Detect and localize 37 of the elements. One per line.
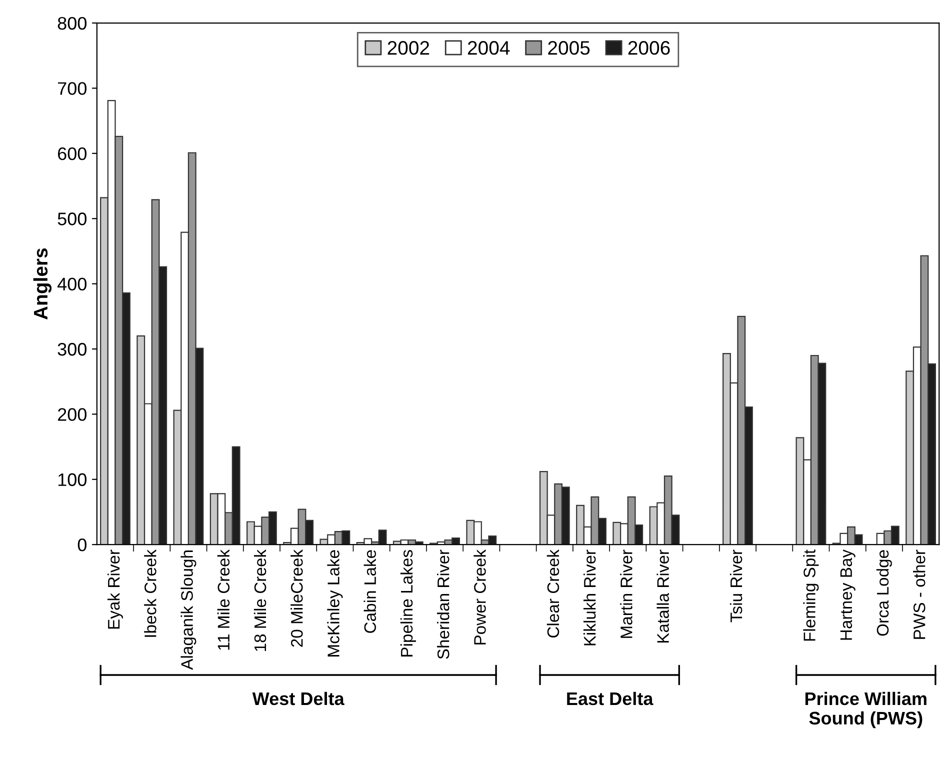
x-tick-label: Alaganik Slough bbox=[180, 550, 196, 670]
x-tick-label: 18 Mile Creek bbox=[254, 549, 266, 651]
legend-label: 2005 bbox=[548, 41, 590, 55]
x-tick-label: Fleming Spit bbox=[803, 550, 819, 641]
x-tick-label: PWS - other bbox=[913, 550, 926, 639]
x-tick-label: Eyak River bbox=[107, 550, 123, 629]
legend-label: 2004 bbox=[468, 41, 510, 55]
x-tick-label: Sheridan River bbox=[437, 550, 450, 659]
x-tick-label: 20 MileCreek bbox=[290, 549, 303, 647]
y-tick-label: 100 bbox=[58, 473, 86, 486]
x-tick-label: Orca Lodge bbox=[876, 550, 892, 636]
x-tick-label: Tsiu River bbox=[730, 550, 742, 622]
legend-label: 2002 bbox=[388, 41, 430, 55]
y-tick-label: 500 bbox=[58, 212, 86, 226]
y-tick-label: 800 bbox=[58, 16, 86, 30]
x-tick-label: Hartney Bay bbox=[840, 549, 856, 640]
y-tick-label: 700 bbox=[58, 82, 86, 95]
y-axis-title: Anglers bbox=[33, 248, 52, 320]
y-tick-label: 0 bbox=[78, 538, 86, 552]
x-tick-label: Power Creek bbox=[474, 549, 486, 644]
x-tick-label: Pipeline Lakes bbox=[400, 550, 416, 656]
text: West Delta bbox=[252, 692, 344, 706]
y-tick-label: 600 bbox=[58, 147, 86, 160]
text: Prince William Sound (PWS) bbox=[805, 692, 926, 728]
text: East Delta bbox=[567, 692, 654, 706]
x-tick-label: 11 Mile Creek bbox=[217, 549, 230, 650]
x-tick-label: Katalla River bbox=[656, 550, 669, 643]
x-tick-label: Martin River bbox=[620, 550, 632, 638]
x-tick-label: Ibeck Creek bbox=[144, 549, 156, 637]
x-tick-label: Clear Creek bbox=[546, 549, 560, 638]
x-tick-label: Kiklukh River bbox=[583, 550, 596, 646]
x-tick-label: McKinley Lake bbox=[327, 550, 343, 656]
y-tick-label: 400 bbox=[57, 278, 86, 291]
y-tick-label: 300 bbox=[58, 342, 86, 356]
legend-label: 2006 bbox=[628, 41, 670, 55]
y-tick-label: 200 bbox=[58, 408, 86, 421]
x-tick-label: Cabin Lake bbox=[364, 550, 376, 633]
